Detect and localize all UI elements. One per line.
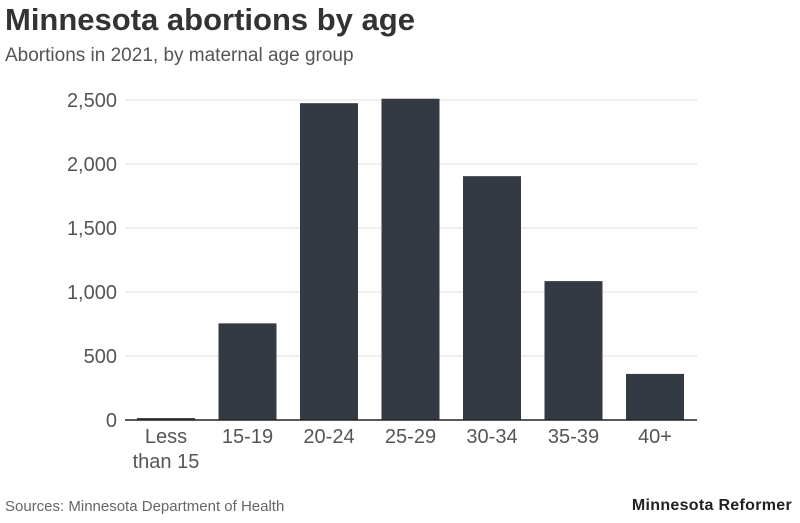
y-tick-label: 2,000 bbox=[67, 154, 117, 176]
chart-subtitle: Abortions in 2021, by maternal age group bbox=[5, 45, 354, 66]
bar-15-19 bbox=[218, 323, 277, 420]
source-note: Sources: Minnesota Department of Health bbox=[5, 498, 285, 515]
publisher-logo: Minnesota Reformer bbox=[631, 497, 792, 514]
x-tick-label: 35-39 bbox=[548, 426, 599, 448]
y-tick-label: 0 bbox=[106, 410, 117, 432]
y-tick-label: 500 bbox=[84, 346, 117, 368]
bar-25-29 bbox=[381, 98, 440, 420]
bar-20-24 bbox=[300, 103, 358, 420]
bar-30-34 bbox=[463, 176, 521, 420]
x-tick-label: 40+ bbox=[638, 426, 672, 448]
bar-less-than-15 bbox=[137, 418, 195, 420]
x-axis-ticks: Less than 15 15-19 20-24 25-29 30-34 35-39 40+ bbox=[133, 426, 672, 473]
y-tick-label: 1,000 bbox=[67, 282, 117, 304]
bar-40- bbox=[626, 373, 684, 420]
bar-35-39 bbox=[544, 281, 603, 420]
bars bbox=[137, 98, 684, 420]
x-tick-label: 25-29 bbox=[385, 426, 436, 448]
y-tick-label: 2,500 bbox=[67, 90, 117, 112]
y-tick-label: 1,500 bbox=[67, 218, 117, 240]
x-tick-label: Less than 15 bbox=[133, 426, 200, 473]
x-tick-label: 30-34 bbox=[466, 426, 517, 448]
x-tick-label: 15-19 bbox=[222, 426, 273, 448]
y-axis-ticks: 0 500 1,000 1,500 2,000 2,500 bbox=[67, 90, 117, 432]
chart-title: Minnesota abortions by age bbox=[5, 2, 415, 37]
x-tick-label: 20-24 bbox=[303, 426, 354, 448]
